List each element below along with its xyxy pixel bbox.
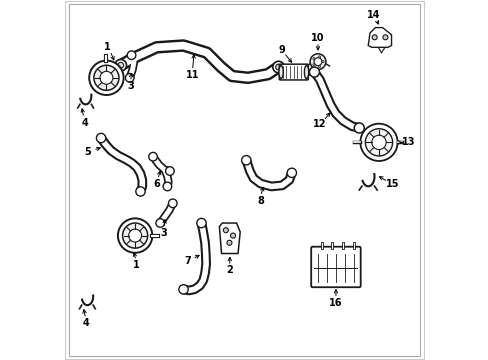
Circle shape xyxy=(313,58,321,66)
Text: 4: 4 xyxy=(83,319,89,328)
Text: 6: 6 xyxy=(153,179,160,189)
Circle shape xyxy=(156,219,164,227)
Circle shape xyxy=(100,71,113,84)
Text: 1: 1 xyxy=(133,260,139,270)
Text: 4: 4 xyxy=(81,118,88,128)
Text: 7: 7 xyxy=(184,256,191,266)
Polygon shape xyxy=(367,28,391,47)
Text: 2: 2 xyxy=(226,265,233,275)
Text: 3: 3 xyxy=(160,228,167,238)
Circle shape xyxy=(163,182,171,191)
FancyBboxPatch shape xyxy=(279,64,308,80)
Circle shape xyxy=(89,60,123,95)
Text: 10: 10 xyxy=(311,33,324,42)
Text: 5: 5 xyxy=(84,147,91,157)
Circle shape xyxy=(286,168,296,177)
Circle shape xyxy=(165,167,174,175)
Circle shape xyxy=(115,59,126,71)
Ellipse shape xyxy=(304,66,308,78)
Text: 14: 14 xyxy=(366,10,380,20)
Text: 12: 12 xyxy=(312,120,326,129)
Circle shape xyxy=(241,156,250,165)
Circle shape xyxy=(318,56,320,58)
Polygon shape xyxy=(219,223,240,253)
Circle shape xyxy=(382,35,387,40)
Circle shape xyxy=(312,58,314,60)
Circle shape xyxy=(168,199,177,208)
Circle shape xyxy=(318,66,320,68)
Circle shape xyxy=(118,62,123,68)
Circle shape xyxy=(196,219,206,228)
Text: 16: 16 xyxy=(328,298,342,308)
Circle shape xyxy=(122,223,147,248)
Circle shape xyxy=(321,60,324,63)
Circle shape xyxy=(275,64,281,70)
Circle shape xyxy=(230,233,235,238)
Circle shape xyxy=(365,129,392,156)
Circle shape xyxy=(125,73,134,82)
Text: 8: 8 xyxy=(257,196,264,206)
Circle shape xyxy=(128,229,142,242)
Text: 15: 15 xyxy=(385,179,399,189)
Circle shape xyxy=(309,54,325,69)
Circle shape xyxy=(371,135,386,149)
FancyBboxPatch shape xyxy=(310,247,360,287)
Circle shape xyxy=(309,67,319,77)
Circle shape xyxy=(371,35,376,40)
Text: 3: 3 xyxy=(127,81,134,91)
Circle shape xyxy=(136,187,145,196)
Circle shape xyxy=(96,134,105,143)
Text: 13: 13 xyxy=(401,138,414,147)
Circle shape xyxy=(360,124,397,161)
Circle shape xyxy=(353,123,364,133)
Circle shape xyxy=(223,228,228,233)
Circle shape xyxy=(226,240,231,245)
Circle shape xyxy=(148,152,157,161)
Circle shape xyxy=(94,65,119,90)
Circle shape xyxy=(118,219,152,253)
Text: 11: 11 xyxy=(185,70,199,80)
Text: 9: 9 xyxy=(278,45,285,55)
Text: 1: 1 xyxy=(104,42,111,51)
Circle shape xyxy=(179,285,188,294)
Circle shape xyxy=(272,61,284,73)
Circle shape xyxy=(127,51,136,59)
Ellipse shape xyxy=(278,66,283,78)
Circle shape xyxy=(312,63,314,66)
